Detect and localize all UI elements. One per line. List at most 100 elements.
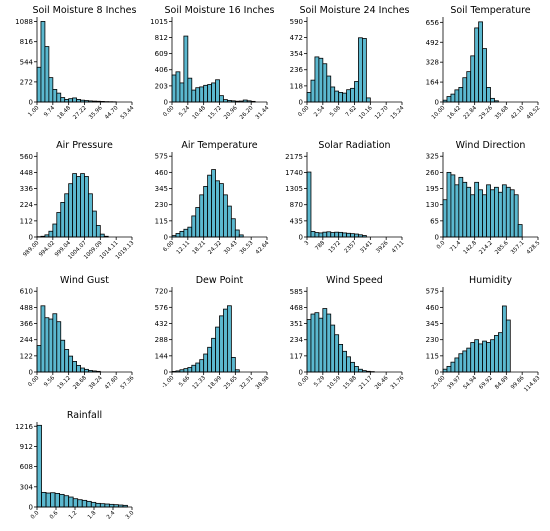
histogram-bar [318,57,324,103]
y-tick-label: 2175 [285,153,303,161]
x-tick-label: 26.20 [239,105,255,121]
y-tick-label: 870 [290,201,303,209]
y-tick-label: 115 [426,352,439,360]
histogram-bar [470,55,476,103]
x-tick-label: 3.0 [125,510,136,521]
x-tick-label: 6.00 [162,240,175,253]
histogram-bar [207,346,212,373]
histogram-bar [322,308,328,373]
histogram-bar [195,362,201,373]
histogram-bar [454,184,460,238]
histogram-bar [90,501,97,508]
histogram-bar [474,339,480,373]
x-tick-label: 0.00 [297,375,310,388]
histogram-bar [207,84,212,103]
histogram-bar [505,186,511,238]
histogram-bar [306,171,312,238]
histogram-bar [310,79,316,103]
histogram-bar [48,77,54,103]
histogram-air-pressure: Air Pressure 0 112 224 336 448 560 989.00994.02… [20,140,136,261]
x-tick-label: 0.00 [297,105,310,118]
x-tick-label: 0.00 [27,375,40,388]
histogram-bar [92,210,97,238]
histogram-bar [191,89,197,103]
x-tick-label: 285.6 [494,240,510,256]
x-tick-label: 0.6 [49,510,60,521]
x-tick-label: 20.96 [223,105,239,121]
histogram-bar [227,305,232,373]
y-tick-label: 432 [155,320,168,328]
histogram-bar [350,361,355,373]
chart-title: Wind Direction [456,140,526,151]
x-tick-label: 35.96 [88,105,104,121]
y-tick-label: 472 [290,34,303,42]
histogram-bar [56,321,62,373]
x-tick-label: 12.11 [176,240,192,256]
histogram-bar [44,46,50,103]
histogram-bar [310,231,316,238]
x-tick-label: 42.64 [255,240,271,256]
histogram-bar [199,194,205,238]
histogram-bar [326,75,332,103]
x-tick-label: 48.52 [526,105,542,121]
histogram-bar [446,171,452,238]
histogram-bar [63,495,70,508]
x-tick-label: 7.62 [345,105,358,118]
x-tick-label: 2.54 [313,105,326,118]
x-tick-label: 357.1 [510,240,526,256]
y-tick-label: 0 [164,99,168,107]
y-tick-label: 336 [20,185,34,193]
histogram-bar [446,365,452,373]
x-tick-label: 10.59 [327,375,343,391]
x-tick-label: 10.00 [431,105,447,121]
histogram-bar [338,231,344,238]
histogram-bar [450,361,456,373]
histogram-bar [40,21,46,103]
histogram-bar [470,194,476,238]
histogram-bar [179,230,185,238]
histogram-bar [342,92,347,103]
y-tick-label: 816 [20,38,34,46]
histogram-bar [219,315,224,373]
x-tick-label: 428.5 [526,240,542,256]
histogram-bar [72,173,77,238]
histogram-bar [365,97,371,103]
x-tick-label: 4711 [391,240,406,255]
histogram-bar [322,63,328,103]
x-tick-label: 54.94 [463,375,479,391]
y-tick-label: 244 [20,336,34,344]
histogram-bar [334,334,340,373]
y-tick-label: 610 [20,288,33,296]
histogram-bar [207,174,212,238]
histogram-bar [199,359,205,373]
histogram-bar [474,27,480,103]
x-tick-label: 32.31 [239,375,255,391]
histogram-bar [450,93,456,103]
histogram-bar [179,82,185,103]
histogram-bar [40,305,46,373]
histogram-humidity: Humidity 0 115 230 345 460 575 25.00 39.97 54.94 6… [426,275,542,393]
histogram-bar [326,231,332,238]
histogram-bar [52,223,58,238]
y-tick-label: 345 [155,185,168,193]
y-tick-label: 0 [164,369,168,377]
y-tick-label: 236 [290,66,304,74]
x-tick-label: 9.74 [43,105,56,118]
histogram-wind-speed: Wind Speed 0 117 234 351 468 585 0.00 5.29 10.59 1… [290,275,406,391]
histogram-bar [175,71,181,103]
histogram-bar [215,326,220,373]
histogram-bar [59,493,65,508]
y-tick-label: 1015 [150,18,168,26]
histogram-bar [342,350,347,373]
chart-title: Air Temperature [181,140,257,151]
histogram-bar [346,356,351,373]
histogram-bar [191,364,197,373]
x-tick-label: 44.70 [104,105,120,121]
histogram-bar [223,194,228,238]
histogram-bar [52,89,58,103]
y-tick-label: 0 [29,99,33,107]
histogram-bar [203,186,209,238]
x-tick-label: 36.53 [239,240,255,256]
x-tick-label: 42.10 [510,105,526,121]
histogram-bar [482,340,487,373]
